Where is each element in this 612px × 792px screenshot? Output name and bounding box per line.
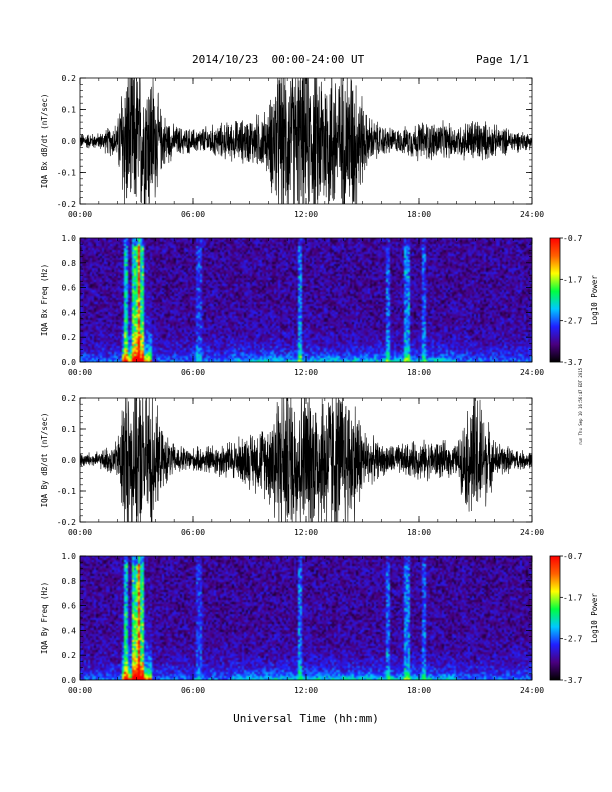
- x-tick-label: 24:00: [520, 686, 544, 695]
- y-tick-label: 0.8: [62, 577, 77, 586]
- y-tick-label: -0.1: [57, 487, 76, 496]
- y-tick-label: 1.0: [62, 552, 77, 561]
- y-tick-label: -0.1: [57, 169, 76, 178]
- colorbar-tick-label: -3.7: [563, 358, 582, 367]
- x-tick-label: 18:00: [407, 368, 431, 377]
- x-tick-label: 12:00: [294, 210, 318, 219]
- x-axis-label: Universal Time (hh:mm): [233, 712, 379, 725]
- colorbar-tick-label: -0.7: [563, 234, 582, 243]
- run-timestamp: run Thu Sep 10 16:56:47 EDT 2015: [578, 367, 583, 445]
- x-tick-label: 18:00: [407, 210, 431, 219]
- y-tick-label: 0.6: [62, 284, 77, 293]
- y-tick-label: 0.2: [62, 651, 77, 660]
- colorbar-label: Log10 Power: [590, 275, 599, 325]
- x-tick-label: 24:00: [520, 210, 544, 219]
- panel-3: -0.2 -0.1 0.0 0.1 0.2 00:00 06:00 12:00 18:00 24:…: [40, 394, 544, 537]
- spectrogram-image: [80, 556, 532, 680]
- y-tick-label: 0.1: [62, 106, 77, 115]
- y-tick-label: 0.4: [62, 308, 77, 317]
- y-tick-label: 0.0: [62, 676, 77, 685]
- colorbar-tick-label: -1.7: [563, 593, 582, 602]
- x-tick-label: 18:00: [407, 686, 431, 695]
- x-tick-label: 12:00: [294, 686, 318, 695]
- y-axis-label: IQA Bx Freq (Hz): [40, 264, 49, 336]
- colorbar-tick-label: -1.7: [563, 275, 582, 284]
- spectrogram-image: [80, 238, 532, 362]
- y-axis-label: IQA Bx dB/dt (nT/sec): [40, 94, 49, 189]
- x-tick-label: 12:00: [294, 528, 318, 537]
- x-tick-label: 18:00: [407, 528, 431, 537]
- signal-trace: [80, 398, 532, 522]
- y-axis-label: IQA By Freq (Hz): [40, 582, 49, 654]
- x-tick-label: 00:00: [68, 528, 92, 537]
- y-tick-label: 0.4: [62, 626, 77, 635]
- y-tick-label: 0.6: [62, 602, 77, 611]
- y-tick-label: -0.2: [57, 200, 76, 209]
- colorbar: [549, 555, 561, 681]
- x-tick-label: 00:00: [68, 368, 92, 377]
- y-tick-label: 0.0: [62, 456, 77, 465]
- x-tick-label: 06:00: [181, 528, 205, 537]
- panel-4: -0.7 -1.7 -2.7 -3.7 Log10 Power 0.0 0.2 0.4 0.6 0…: [40, 552, 599, 695]
- colorbar: [549, 237, 561, 363]
- colorbar-tick-label: -2.7: [563, 635, 582, 644]
- x-tick-label: 00:00: [68, 210, 92, 219]
- colorbar-label: Log10 Power: [590, 593, 599, 643]
- x-tick-label: 24:00: [520, 368, 544, 377]
- colorbar-tick-label: -2.7: [563, 317, 582, 326]
- y-tick-label: 0.0: [62, 137, 77, 146]
- x-tick-label: 06:00: [181, 210, 205, 219]
- x-tick-label: 00:00: [68, 686, 92, 695]
- y-tick-label: 0.2: [62, 74, 77, 83]
- y-tick-label: -0.2: [57, 518, 76, 527]
- y-tick-label: 0.2: [62, 394, 77, 403]
- x-tick-label: 06:00: [181, 368, 205, 377]
- panel-1: -0.2 -0.1 0.0 0.1 0.2 00:00 06:00 12:00 18:00 24:…: [40, 74, 544, 219]
- y-tick-label: 0.2: [62, 333, 77, 342]
- plot-title: 2014/10/23 00:00-24:00 UT: [192, 53, 365, 66]
- page-number: Page 1/1: [476, 53, 529, 66]
- signal-trace: [80, 78, 532, 204]
- colorbar-tick-label: -3.7: [563, 676, 582, 685]
- y-tick-label: 0.8: [62, 259, 77, 268]
- y-tick-label: 0.0: [62, 358, 77, 367]
- colorbar-tick-label: -0.7: [563, 552, 582, 561]
- panel-2: -0.7 -1.7 -2.7 -3.7 Log10 Power 0.0 0.2 0.4 0.6 0…: [40, 234, 599, 377]
- x-tick-label: 12:00: [294, 368, 318, 377]
- x-tick-label: 24:00: [520, 528, 544, 537]
- y-tick-label: 1.0: [62, 234, 77, 243]
- y-axis-label: IQA By dB/dt (nT/sec): [40, 413, 49, 508]
- x-tick-label: 06:00: [181, 686, 205, 695]
- y-tick-label: 0.1: [62, 425, 77, 434]
